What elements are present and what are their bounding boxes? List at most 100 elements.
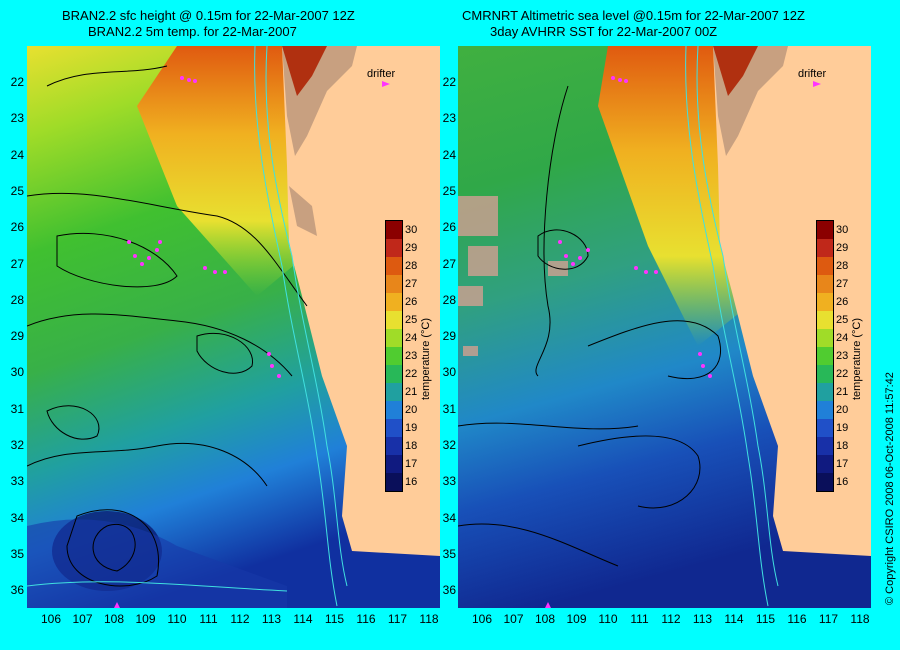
colorbar-tick-label: 27 — [836, 278, 849, 290]
left-longitude-axis: 106 107 108 109 110 111 112 113 114 115 116 117 118 — [27, 612, 440, 628]
latitude-label: 31 — [442, 401, 456, 416]
right-colorbar-labels: 30 29 28 27 26 25 24 23 22 21 20 19 18 17 16 — [836, 221, 866, 491]
latitude-label: 28 — [442, 292, 456, 307]
latitude-label: 27 — [10, 256, 24, 271]
longitude-label: 107 — [503, 612, 524, 626]
colorbar-tick-label: 26 — [405, 296, 418, 308]
cold-water-region — [27, 519, 287, 608]
longitude-label: 111 — [630, 612, 649, 626]
colorbar-swatch — [386, 365, 402, 383]
right-drifter-marker — [545, 602, 551, 608]
colorbar-tick-label: 26 — [836, 296, 849, 308]
left-colorbar — [385, 220, 403, 492]
colorbar-swatch — [817, 347, 833, 365]
colorbar-tick-label: 29 — [836, 242, 849, 254]
sea-height-contours — [27, 65, 308, 587]
right-bathymetry-lines — [685, 46, 779, 607]
longitude-label: 108 — [534, 612, 556, 626]
latitude-label: 24 — [442, 147, 456, 162]
colorbar-tick-label: 22 — [836, 368, 849, 380]
colorbar-swatch — [817, 239, 833, 257]
longitude-label: 117 — [387, 612, 408, 626]
right-longitude-axis: 106 107 108 109 110 111 112 113 114 115 116 117 118 — [458, 612, 871, 628]
latitude-label: 29 — [10, 329, 24, 344]
latitude-label: 25 — [442, 183, 456, 198]
latitude-label: 27 — [442, 256, 456, 271]
colorbar-swatch — [817, 473, 833, 491]
colorbar-tick-label: 23 — [405, 350, 418, 362]
colorbar-tick-label: 20 — [836, 404, 849, 416]
left-title-line2: BRAN2.2 5m temp. for 22-Mar-2007 — [88, 24, 297, 39]
right-pilbara-region — [713, 46, 758, 96]
colorbar-swatch — [817, 401, 833, 419]
colorbar-swatch — [386, 275, 402, 293]
left-map-panel: drifter — [27, 46, 440, 608]
latitude-label: 33 — [10, 474, 24, 489]
right-sea-level-contours — [458, 85, 722, 567]
drifter-legend-arrow — [382, 81, 390, 87]
latitude-label: 30 — [442, 365, 456, 380]
colorbar-swatch — [386, 473, 402, 491]
colorbar-swatch — [817, 383, 833, 401]
colorbar-swatch — [386, 257, 402, 275]
colorbar-tick-label: 20 — [405, 404, 418, 416]
longitude-label: 114 — [724, 612, 744, 626]
right-map-svg — [458, 46, 871, 608]
latitude-label: 36 — [10, 583, 24, 598]
colorbar-tick-label: 24 — [836, 332, 849, 344]
colorbar-swatch — [817, 419, 833, 437]
colorbar-swatch — [817, 455, 833, 473]
left-title-line1: BRAN2.2 sfc height @ 0.15m for 22-Mar-20… — [62, 8, 355, 23]
colorbar-tick-label: 17 — [836, 458, 849, 470]
colorbar-tick-label: 18 — [405, 440, 418, 452]
longitude-label: 116 — [356, 612, 376, 626]
longitude-label: 113 — [261, 612, 282, 626]
longitude-label: 117 — [818, 612, 839, 626]
right-colorbar — [816, 220, 834, 492]
latitude-label: 23 — [442, 111, 456, 126]
left-latitude-axis: 22 23 24 25 26 27 28 29 30 31 32 33 34 35 36 — [4, 46, 26, 608]
latitude-label: 23 — [10, 111, 24, 126]
latitude-label: 34 — [10, 510, 24, 525]
colorbar-swatch — [386, 419, 402, 437]
left-drifter-marker — [114, 602, 120, 608]
colorbar-tick-label: 21 — [836, 386, 849, 398]
latitude-label: 30 — [10, 365, 24, 380]
latitude-label: 24 — [10, 147, 24, 162]
longitude-label: 111 — [199, 612, 218, 626]
longitude-label: 112 — [661, 612, 681, 626]
colorbar-tick-label: 25 — [405, 314, 418, 326]
latitude-label: 34 — [442, 510, 456, 525]
colorbar-tick-label: 18 — [836, 440, 849, 452]
pilbara-region — [282, 46, 327, 96]
colorbar-swatch — [817, 257, 833, 275]
longitude-label: 107 — [72, 612, 93, 626]
colorbar-tick-label: 27 — [405, 278, 418, 290]
left-map-svg — [27, 46, 440, 608]
colorbar-tick-label: 25 — [836, 314, 849, 326]
latitude-label: 28 — [10, 292, 24, 307]
drifter-tracks — [127, 76, 281, 378]
colorbar-swatch — [817, 365, 833, 383]
colorbar-tick-label: 17 — [405, 458, 418, 470]
colorbar-tick-label: 16 — [405, 476, 418, 488]
longitude-label: 112 — [230, 612, 250, 626]
longitude-label: 116 — [787, 612, 807, 626]
latitude-label: 36 — [442, 583, 456, 598]
right-drifter-tracks — [558, 76, 712, 378]
colorbar-swatch — [386, 311, 402, 329]
colorbar-tick-label: 28 — [405, 260, 418, 272]
copyright: © Copyright CSIRO 2008 06-Oct-2008 11:57… — [884, 372, 896, 605]
bathymetry-lines — [27, 46, 348, 607]
right-drifter-label: drifter — [798, 68, 827, 80]
right-title-line2: 3day AVHRR SST for 22-Mar-2007 00Z — [490, 24, 718, 39]
shark-bay — [289, 186, 317, 236]
longitude-label: 108 — [103, 612, 125, 626]
colorbar-tick-label: 21 — [405, 386, 418, 398]
longitude-label: 109 — [135, 612, 156, 626]
colorbar-swatch — [386, 221, 402, 239]
colorbar-swatch — [817, 437, 833, 455]
latitude-label: 31 — [10, 401, 24, 416]
colorbar-swatch — [817, 221, 833, 239]
left-drifter-label: drifter — [367, 68, 396, 80]
